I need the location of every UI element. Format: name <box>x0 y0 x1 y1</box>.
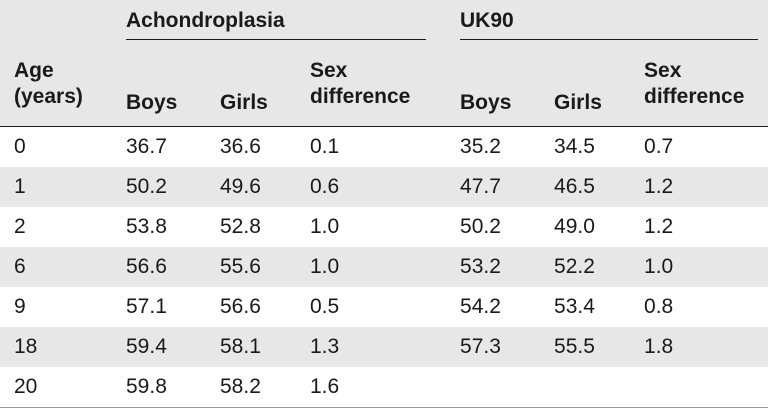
cell-uk90-girls: 55.5 <box>540 327 631 367</box>
cell-achondroplasia-boys: 56.6 <box>112 247 206 287</box>
cell-achondroplasia-sex-difference: 1.3 <box>296 327 447 367</box>
cell-uk90-boys: 35.2 <box>460 135 501 158</box>
cell-uk90-boys <box>446 367 541 408</box>
cell-age: 1 <box>0 167 112 207</box>
cell-uk90-girls: 52.2 <box>540 247 631 287</box>
cell-uk90-sex-difference: 1.0 <box>630 247 768 287</box>
cell-uk90-boys: 57.3 <box>446 327 541 367</box>
empty-header-cell <box>0 0 112 42</box>
column-header-age: Age (years) <box>0 42 112 127</box>
cell-achondroplasia-boys: 53.8 <box>126 215 167 238</box>
cell-achondroplasia-girls: 58.1 <box>206 327 296 367</box>
cell-achondroplasia-girls: 55.6 <box>206 247 296 287</box>
cell-achondroplasia-sex-difference: 0.1 <box>310 135 340 158</box>
table-row: 2 53.8 52.8 1.0 50.2 49.0 1.2 <box>0 207 768 247</box>
column-header-girls: Girls <box>540 42 631 127</box>
cell-uk90-boys: 53.2 <box>446 247 541 287</box>
cell-age: 9 <box>14 295 26 318</box>
table-row: 1 50.2 49.6 0.6 47.7 46.5 1.2 <box>0 167 768 207</box>
cell-uk90-girls: 53.4 <box>554 295 595 318</box>
group-header-label: UK90 <box>460 9 514 32</box>
column-header-boys: Boys <box>112 42 206 127</box>
cell-uk90-sex-difference: 0.7 <box>644 135 674 158</box>
group-rule <box>460 39 759 40</box>
cell-uk90-boys: 50.2 <box>460 215 501 238</box>
cell-achondroplasia-boys: 57.1 <box>126 295 167 318</box>
cell-achondroplasia-girls: 36.6 <box>220 135 261 158</box>
cell-achondroplasia-girls: 52.8 <box>220 215 261 238</box>
cell-uk90-sex-difference: 1.2 <box>644 215 674 238</box>
cell-achondroplasia-sex-difference: 1.6 <box>296 367 447 408</box>
cell-uk90-girls: 49.0 <box>554 215 595 238</box>
group-header-label: Achondroplasia <box>126 9 285 32</box>
cell-age: 6 <box>0 247 112 287</box>
column-header-sex-difference: Sex difference <box>630 42 768 127</box>
column-header-sex-difference: Sex difference <box>296 42 447 127</box>
group-header-uk90: UK90 <box>446 0 768 42</box>
cell-uk90-girls: 34.5 <box>554 135 595 158</box>
cell-achondroplasia-girls: 58.2 <box>206 367 296 408</box>
cell-achondroplasia-boys: 36.7 <box>126 135 167 158</box>
cell-uk90-sex-difference <box>630 367 768 408</box>
cell-age: 0 <box>14 135 26 158</box>
column-header-girls: Girls <box>206 42 296 127</box>
cell-uk90-sex-difference: 1.2 <box>630 167 768 207</box>
table-row: 18 59.4 58.1 1.3 57.3 55.5 1.8 <box>0 327 768 367</box>
cell-achondroplasia-boys: 59.4 <box>112 327 206 367</box>
cell-uk90-girls <box>540 367 631 408</box>
column-header-row: Age (years) Boys Girls Sex difference Bo… <box>0 42 768 127</box>
group-header-row: Achondroplasia UK90 <box>0 0 768 42</box>
cell-age: 18 <box>0 327 112 367</box>
cell-uk90-girls: 46.5 <box>540 167 631 207</box>
cell-achondroplasia-sex-difference: 1.0 <box>310 215 340 238</box>
cell-achondroplasia-boys: 50.2 <box>112 167 206 207</box>
table-row: 20 59.8 58.2 1.6 <box>0 367 768 408</box>
cell-age: 2 <box>14 215 26 238</box>
cell-uk90-boys: 47.7 <box>446 167 541 207</box>
cell-uk90-boys: 54.2 <box>460 295 501 318</box>
cell-achondroplasia-sex-difference: 0.6 <box>296 167 447 207</box>
group-header-achondroplasia: Achondroplasia <box>112 0 447 42</box>
cell-achondroplasia-girls: 56.6 <box>220 295 261 318</box>
cell-achondroplasia-girls: 49.6 <box>206 167 296 207</box>
group-rule <box>126 39 427 40</box>
column-header-boys: Boys <box>446 42 541 127</box>
table-row: 9 57.1 56.6 0.5 54.2 53.4 0.8 <box>0 287 768 327</box>
cell-uk90-sex-difference: 1.8 <box>630 327 768 367</box>
cell-achondroplasia-sex-difference: 1.0 <box>296 247 447 287</box>
cell-age: 20 <box>0 367 112 408</box>
table-row: 6 56.6 55.6 1.0 53.2 52.2 1.0 <box>0 247 768 287</box>
cell-achondroplasia-sex-difference: 0.5 <box>310 295 340 318</box>
table-row: 0 36.7 36.6 0.1 35.2 34.5 0.7 <box>0 127 768 168</box>
cell-achondroplasia-boys: 59.8 <box>112 367 206 408</box>
cell-uk90-sex-difference: 0.8 <box>644 295 674 318</box>
